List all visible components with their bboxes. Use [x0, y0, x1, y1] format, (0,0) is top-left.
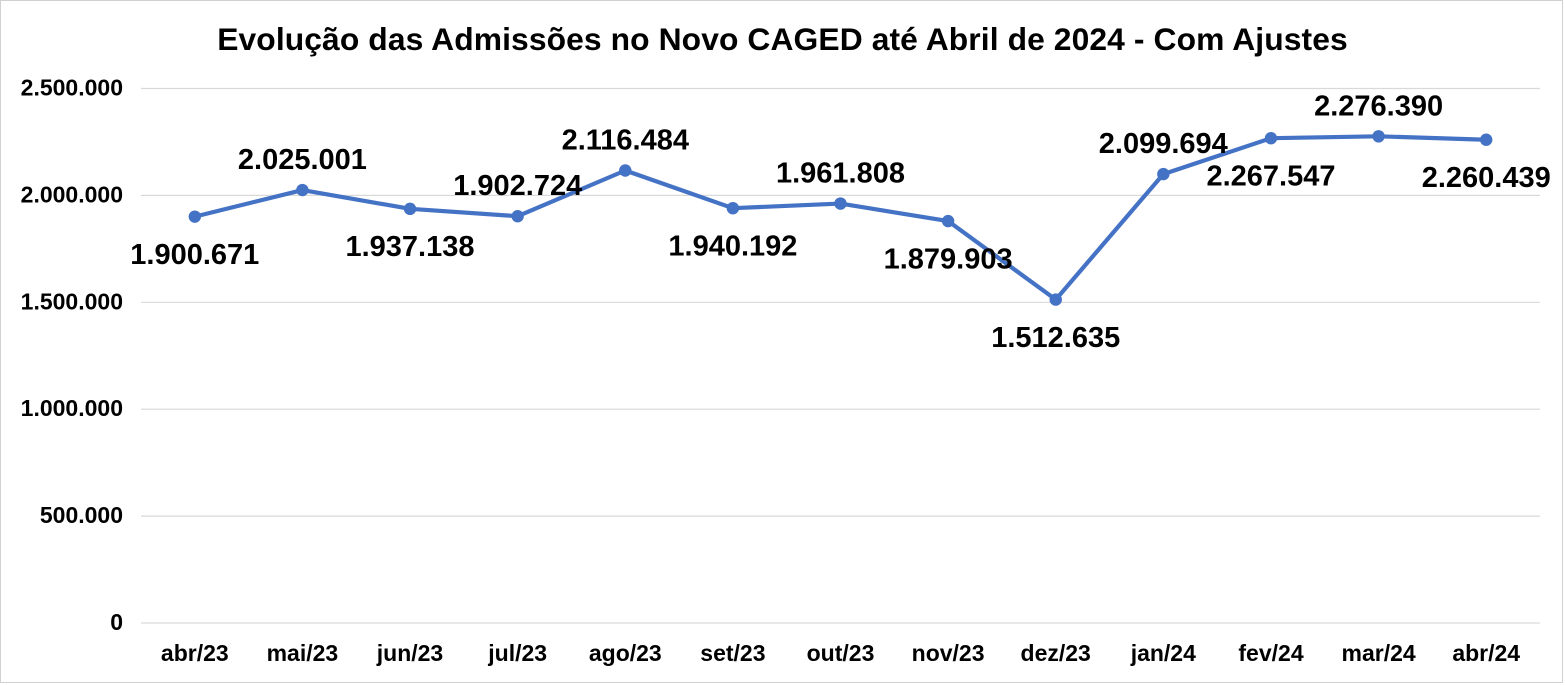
svg-text:set/23: set/23: [700, 640, 765, 666]
svg-text:500.000: 500.000: [40, 502, 123, 528]
svg-text:ago/23: ago/23: [589, 640, 662, 666]
svg-text:1.961.808: 1.961.808: [776, 158, 905, 190]
svg-text:abr/23: abr/23: [161, 640, 229, 666]
svg-text:1.500.000: 1.500.000: [21, 288, 123, 314]
svg-text:jan/24: jan/24: [1130, 640, 1196, 666]
svg-text:out/23: out/23: [807, 640, 875, 666]
svg-text:1.900.671: 1.900.671: [130, 239, 259, 271]
svg-text:2.276.390: 2.276.390: [1314, 90, 1443, 122]
svg-text:2.260.439: 2.260.439: [1422, 162, 1551, 194]
svg-text:fev/24: fev/24: [1238, 640, 1303, 666]
svg-text:1.937.138: 1.937.138: [345, 231, 474, 263]
svg-text:abr/24: abr/24: [1452, 640, 1520, 666]
svg-text:jul/23: jul/23: [487, 640, 547, 666]
svg-text:dez/23: dez/23: [1021, 640, 1091, 666]
svg-text:2.099.694: 2.099.694: [1099, 128, 1228, 160]
svg-text:1.879.903: 1.879.903: [884, 243, 1013, 275]
svg-text:jun/23: jun/23: [376, 640, 443, 666]
svg-text:2.000.000: 2.000.000: [21, 181, 123, 207]
svg-text:0: 0: [110, 609, 123, 635]
svg-text:1.940.192: 1.940.192: [668, 231, 797, 263]
svg-text:1.902.724: 1.902.724: [453, 170, 582, 202]
svg-text:2.267.547: 2.267.547: [1206, 161, 1335, 193]
svg-text:nov/23: nov/23: [912, 640, 985, 666]
svg-text:2.116.484: 2.116.484: [562, 125, 689, 157]
svg-text:2.025.001: 2.025.001: [238, 144, 367, 176]
svg-text:1.000.000: 1.000.000: [21, 395, 123, 421]
svg-text:1.512.635: 1.512.635: [991, 322, 1120, 354]
svg-text:mai/23: mai/23: [267, 640, 339, 666]
svg-text:2.500.000: 2.500.000: [21, 75, 123, 101]
svg-text:mar/24: mar/24: [1342, 640, 1416, 666]
